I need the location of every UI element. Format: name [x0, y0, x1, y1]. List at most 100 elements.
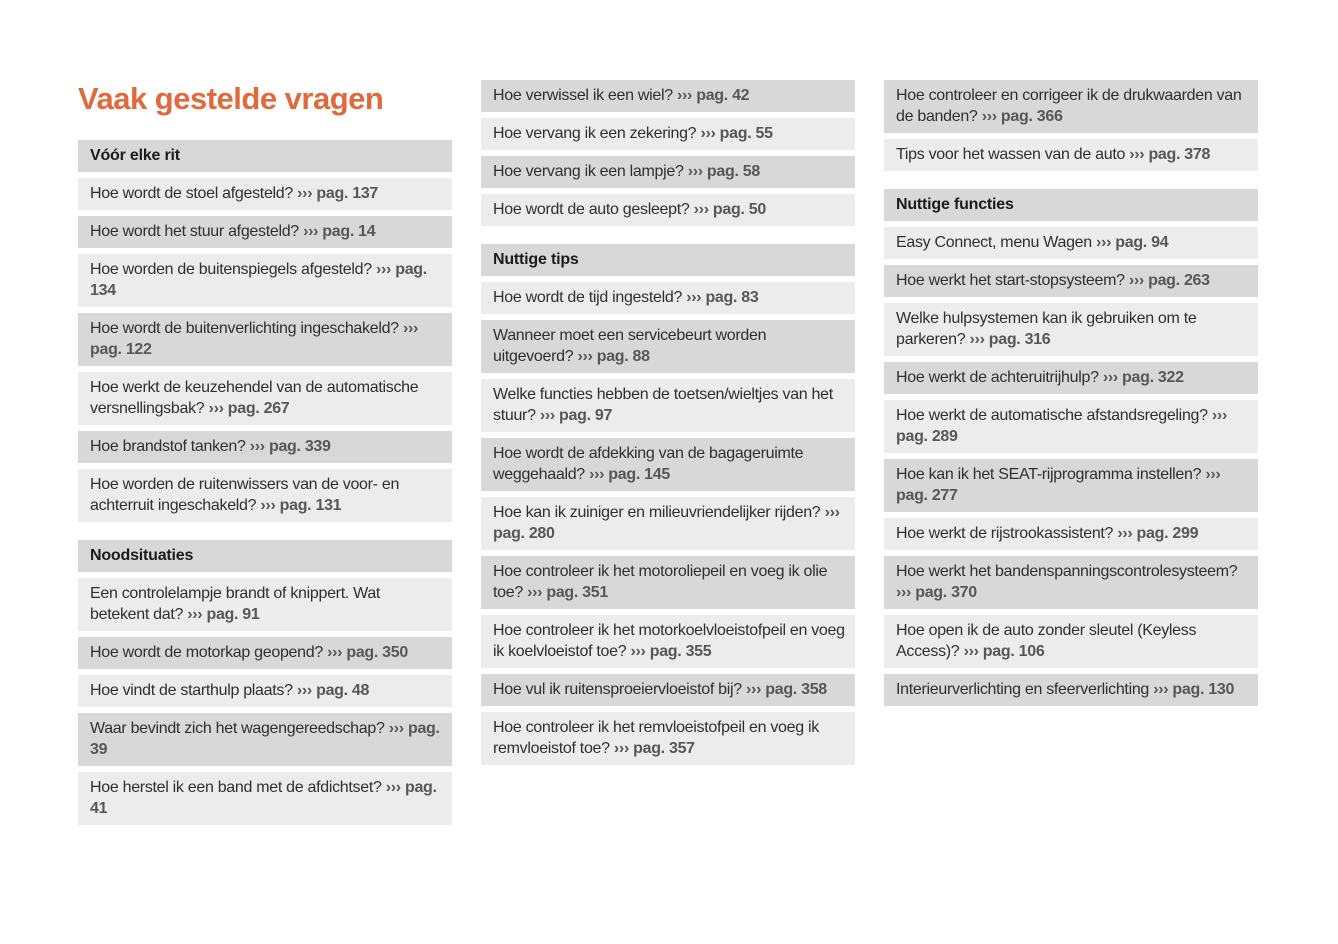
faq-item: Hoe kan ik het SEAT-rijprogramma instell…	[884, 459, 1258, 512]
faq-item: Hoe wordt de stoel afgesteld? ››› pag. 1…	[78, 177, 452, 210]
page-reference-link[interactable]: ››› pag. 58	[687, 163, 761, 180]
question-text: Easy Connect, menu Wagen	[896, 234, 1092, 251]
question-text: Hoe werkt de automatische afstandsregeli…	[896, 407, 1208, 424]
page-reference-link[interactable]: ››› pag. 316	[969, 331, 1051, 348]
question-text: Hoe worden de buitenspiegels afgesteld?	[90, 260, 372, 278]
faq-item: Hoe open ik de auto zonder sleutel (Keyl…	[884, 615, 1258, 668]
question-text: Hoe vindt de starthulp plaats?	[90, 681, 293, 699]
question-text: Hoe kan ik het SEAT-rijprogramma instell…	[896, 466, 1202, 483]
question-text: Hoe werkt de rijstrookassistent?	[896, 525, 1114, 542]
page-reference-link[interactable]: ››› pag. 339	[249, 437, 331, 455]
page-reference-link[interactable]: ››› pag. 280	[493, 504, 840, 542]
question-text: Hoe worden de ruitenwissers van de voor-…	[90, 475, 400, 514]
faq-item: Hoe controleer ik het remvloeistofpeil e…	[481, 712, 855, 765]
page-reference-link[interactable]: ››› pag. 83	[686, 289, 759, 306]
faq-item: Hoe vervang ik een lampje? ››› pag. 58	[481, 156, 855, 188]
faq-item: Hoe wordt de buitenverlichting ingeschak…	[78, 312, 452, 366]
page-reference-link[interactable]: ››› pag. 351	[527, 584, 608, 601]
question-text: Hoe werkt het bandenspanningscontrolesys…	[896, 563, 1238, 580]
faq-item: Hoe controleer en corrigeer ik de drukwa…	[884, 80, 1258, 133]
page-reference-link[interactable]: ››› pag. 50	[693, 201, 767, 218]
page-reference-link[interactable]: ››› pag. 131	[260, 496, 342, 514]
page-reference-link[interactable]: ››› pag. 299	[1117, 525, 1199, 542]
question-text: Hoe wordt de motorkap geopend?	[90, 643, 323, 661]
page-reference-link[interactable]: ››› pag. 94	[1096, 234, 1169, 251]
page-reference-link[interactable]: ››› pag. 106	[963, 643, 1045, 660]
page-reference-link[interactable]: ››› pag. 91	[187, 605, 260, 623]
faq-column: Vaak gestelde vragen Vóór elke rit Hoe wo…	[78, 80, 452, 831]
faq-item: Hoe wordt het stuur afgesteld? ››› pag. …	[78, 215, 452, 248]
question-text: Hoe wordt het stuur afgesteld?	[90, 222, 299, 240]
page-reference-link[interactable]: ››› pag. 130	[1153, 681, 1235, 698]
page-reference-link[interactable]: ››› pag. 137	[297, 184, 379, 202]
page-reference-link[interactable]: ››› pag. 41	[90, 778, 437, 817]
page-reference-link[interactable]: ››› pag. 42	[677, 87, 750, 104]
question-text: Hoe verwissel ik een wiel?	[493, 87, 673, 104]
faq-item: Hoe wordt de tijd ingesteld? ››› pag. 83	[481, 282, 855, 314]
question-text: Hoe wordt de stoel afgesteld?	[90, 184, 293, 202]
faq-item: Hoe worden de ruitenwissers van de voor-…	[78, 468, 452, 522]
faq-item: Hoe controleer ik het motoroliepeil en v…	[481, 556, 855, 609]
faq-item: Interieurverlichting en sfeerverlichting…	[884, 674, 1258, 706]
page-reference-link[interactable]: ››› pag. 39	[90, 719, 440, 758]
page-reference-link[interactable]: ››› pag. 355	[630, 643, 712, 660]
section-header: Nuttige tips	[481, 244, 855, 276]
page-title: Vaak gestelde vragen	[78, 81, 384, 116]
faq-item: Hoe vervang ik een zekering? ››› pag. 55	[481, 118, 855, 150]
section-header: Vóór elke rit	[78, 139, 452, 172]
question-text: Hoe controleer ik het motorkoelvloeistof…	[493, 622, 845, 660]
faq-item: Hoe brandstof tanken? ››› pag. 339	[78, 430, 452, 463]
question-text: Hoe brandstof tanken?	[90, 437, 246, 455]
question-text: Hoe open ik de auto zonder sleutel (Keyl…	[896, 622, 1197, 660]
question-text: Hoe kan ik zuiniger en milieuvriendelijk…	[493, 504, 821, 521]
faq-item: Hoe werkt de automatische afstandsregeli…	[884, 400, 1258, 453]
page-reference-link[interactable]: ››› pag. 122	[90, 319, 419, 358]
page-reference-link[interactable]: ››› pag. 277	[896, 466, 1221, 504]
question-text: Hoe controleer ik het remvloeistofpeil e…	[493, 719, 819, 757]
faq-column: Hoe controleer en corrigeer ik de drukwa…	[884, 80, 1258, 712]
page-reference-link[interactable]: ››› pag. 145	[589, 466, 670, 483]
question-text: Hoe wordt de auto gesleept?	[493, 201, 690, 218]
question-text: Hoe werkt de achteruitrijhulp?	[896, 369, 1099, 386]
question-text: Hoe wordt de buitenverlichting ingeschak…	[90, 319, 399, 337]
faq-item: Welke hulpsystemen kan ik gebruiken om t…	[884, 303, 1258, 356]
question-text: Een controlelampje brandt of knippert. W…	[90, 584, 381, 623]
faq-item: Hoe werkt de rijstrookassistent? ››› pag…	[884, 518, 1258, 550]
question-text: Hoe controleer en corrigeer ik de drukwa…	[896, 87, 1242, 125]
question-text: Hoe wordt de afdekking van de bagageruim…	[493, 445, 804, 483]
page-reference-link[interactable]: ››› pag. 322	[1102, 369, 1184, 386]
question-text: Welke functies hebben de toetsen/wieltje…	[493, 386, 833, 424]
section-header: Nuttige functies	[884, 189, 1258, 221]
faq-item: Hoe werkt de achteruitrijhulp? ››› pag. …	[884, 362, 1258, 394]
page-reference-link[interactable]: ››› pag. 350	[327, 643, 408, 661]
question-text: Hoe herstel ik een band met de afdichtse…	[90, 778, 382, 796]
page-reference-link[interactable]: ››› pag. 357	[613, 740, 695, 757]
page-reference-link[interactable]: ››› pag. 48	[296, 681, 370, 699]
question-text: Hoe werkt het start-stopsysteem?	[896, 272, 1125, 289]
faq-item: Easy Connect, menu Wagen ››› pag. 94	[884, 227, 1258, 259]
faq-column: Hoe verwissel ik een wiel? ››› pag. 42 Ho…	[481, 80, 855, 771]
question-text: Hoe controleer ik het motoroliepeil en v…	[493, 563, 828, 601]
page-reference-link[interactable]: ››› pag. 134	[90, 260, 427, 299]
section-header: Noodsituaties	[78, 539, 452, 572]
faq-item: Hoe wordt de motorkap geopend? ››› pag. …	[78, 636, 452, 669]
faq-item: Hoe kan ik zuiniger en milieuvriendelijk…	[481, 497, 855, 550]
page-reference-link[interactable]: ››› pag. 263	[1128, 272, 1210, 289]
faq-columns: Vaak gestelde vragen Vóór elke rit Hoe wo…	[78, 80, 1338, 831]
page-reference-link[interactable]: ››› pag. 370	[896, 584, 977, 601]
page-reference-link[interactable]: ››› pag. 289	[896, 407, 1227, 445]
page-reference-link[interactable]: ››› pag. 358	[746, 681, 827, 698]
page-reference-link[interactable]: ››› pag. 14	[303, 222, 376, 240]
page-reference-link[interactable]: ››› pag. 378	[1129, 146, 1211, 163]
question-text: Interieurverlichting en sfeerverlichting	[896, 681, 1150, 698]
page-reference-link[interactable]: ››› pag. 97	[539, 407, 613, 424]
faq-item: Hoe werkt het bandenspanningscontrolesys…	[884, 556, 1258, 609]
faq-item: Hoe werkt de keuzehendel van de automati…	[78, 371, 452, 425]
page-reference-link[interactable]: ››› pag. 88	[577, 348, 650, 365]
faq-item: Wanneer moet een servicebeurt worden uit…	[481, 320, 855, 373]
page-reference-link[interactable]: ››› pag. 55	[700, 125, 773, 142]
page-reference-link[interactable]: ››› pag. 366	[981, 108, 1063, 125]
faq-item: Hoe controleer ik het motorkoelvloeistof…	[481, 615, 855, 668]
page-reference-link[interactable]: ››› pag. 267	[208, 399, 290, 417]
